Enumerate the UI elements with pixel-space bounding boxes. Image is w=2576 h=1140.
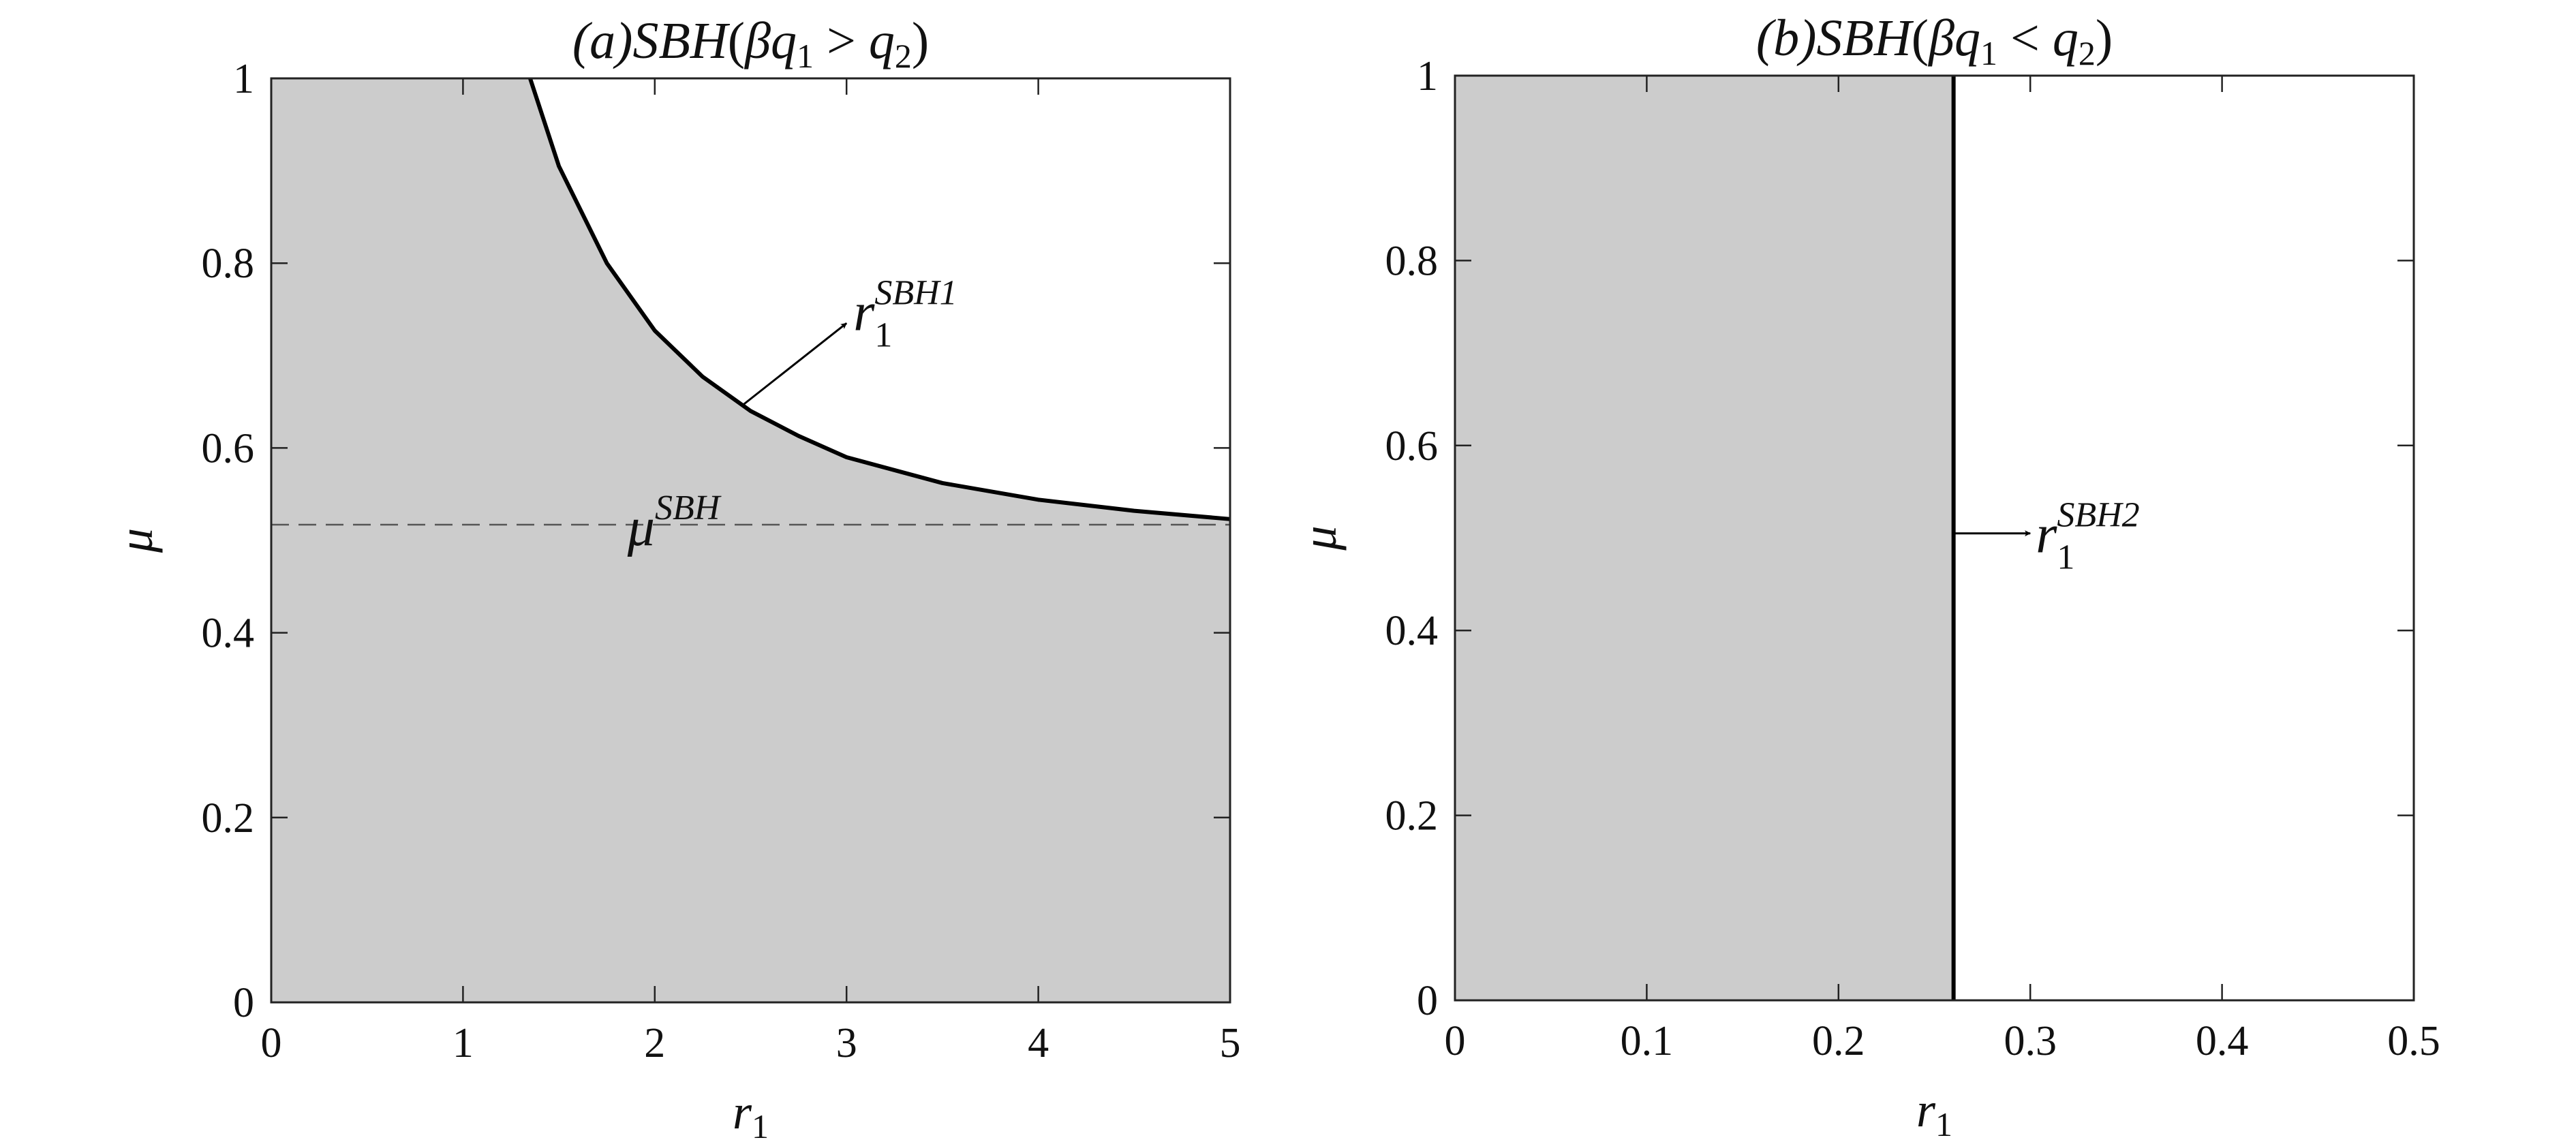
- panel-a-shaded-region: [271, 78, 1230, 1002]
- x-tick-label: 4: [1028, 1020, 1049, 1066]
- y-tick-label: 0.6: [1385, 423, 1439, 469]
- panel-b-axes-frame: [1454, 74, 2415, 1002]
- panel-b-ticks: 0 0.1 0.2 0.3 0.4 0.5 0 0.2 0.4 0.6 0.8 1: [1385, 53, 2440, 1064]
- panel-b-r1-sbh2-label: rSBH2 1: [2036, 496, 2139, 577]
- x-tick-label: 0: [1445, 1018, 1466, 1064]
- panel-b-x-axis-label: r1: [1916, 1083, 1952, 1140]
- panel-a-x-axis-label: r1: [733, 1085, 769, 1140]
- y-tick-label: 0.4: [202, 611, 255, 657]
- panel-a-mu-sbh-label: μSBH: [627, 489, 722, 557]
- panel-b-title: (b)SBH(βq1 < q2): [1756, 10, 2113, 72]
- panel-a-axes-frame: [270, 77, 1231, 1004]
- y-tick-label: 0: [1417, 978, 1438, 1024]
- x-tick-label: 5: [1220, 1020, 1241, 1066]
- panel-b: 0 0.1 0.2 0.3 0.4 0.5 0 0.2 0.4 0.6 0.8 1 (b)SBH(βq…: [1292, 10, 2440, 1140]
- y-tick-label: 0.8: [1385, 238, 1439, 284]
- x-tick-label: 1: [453, 1020, 474, 1066]
- panel-a-ticks: 0 1 2 3 4 5 0 0.2 0.4 0.6 0.8 1: [202, 56, 1241, 1066]
- panel-a-title: (a)SBH(βq1 > q2): [572, 12, 929, 75]
- panel-a-r1-sbh1-label: rSBH1 1: [853, 273, 957, 354]
- y-tick-label: 0.2: [1385, 793, 1439, 839]
- x-tick-label: 0.3: [2004, 1018, 2057, 1064]
- panel-a-y-axis-label: μ: [108, 528, 163, 553]
- x-tick-label: 0.5: [2387, 1018, 2440, 1064]
- panel-b-shaded-region: [1455, 76, 1954, 1000]
- panel-a-annotation-arrow: [740, 322, 848, 407]
- panel-a-boundary-curve: [528, 78, 1231, 521]
- y-tick-label: 0.4: [1385, 608, 1439, 654]
- x-tick-label: 3: [836, 1020, 857, 1066]
- x-tick-label: 0: [261, 1020, 282, 1066]
- x-tick-label: 0.1: [1621, 1018, 1674, 1064]
- y-tick-label: 1: [233, 56, 254, 102]
- x-tick-label: 0.2: [1812, 1018, 1865, 1064]
- y-tick-label: 1: [1417, 53, 1438, 99]
- y-tick-label: 0.8: [202, 241, 255, 287]
- y-tick-label: 0.2: [202, 795, 255, 842]
- y-tick-label: 0: [233, 980, 254, 1026]
- x-tick-label: 2: [644, 1020, 665, 1066]
- x-tick-label: 0.4: [2196, 1018, 2249, 1064]
- panel-b-y-axis-label: μ: [1292, 525, 1347, 551]
- panel-a: 0 1 2 3 4 5 0 0.2 0.4 0.6 0.8 1 (a)SBH(βq1 > q2) r1…: [108, 12, 1241, 1140]
- y-tick-label: 0.6: [202, 425, 255, 472]
